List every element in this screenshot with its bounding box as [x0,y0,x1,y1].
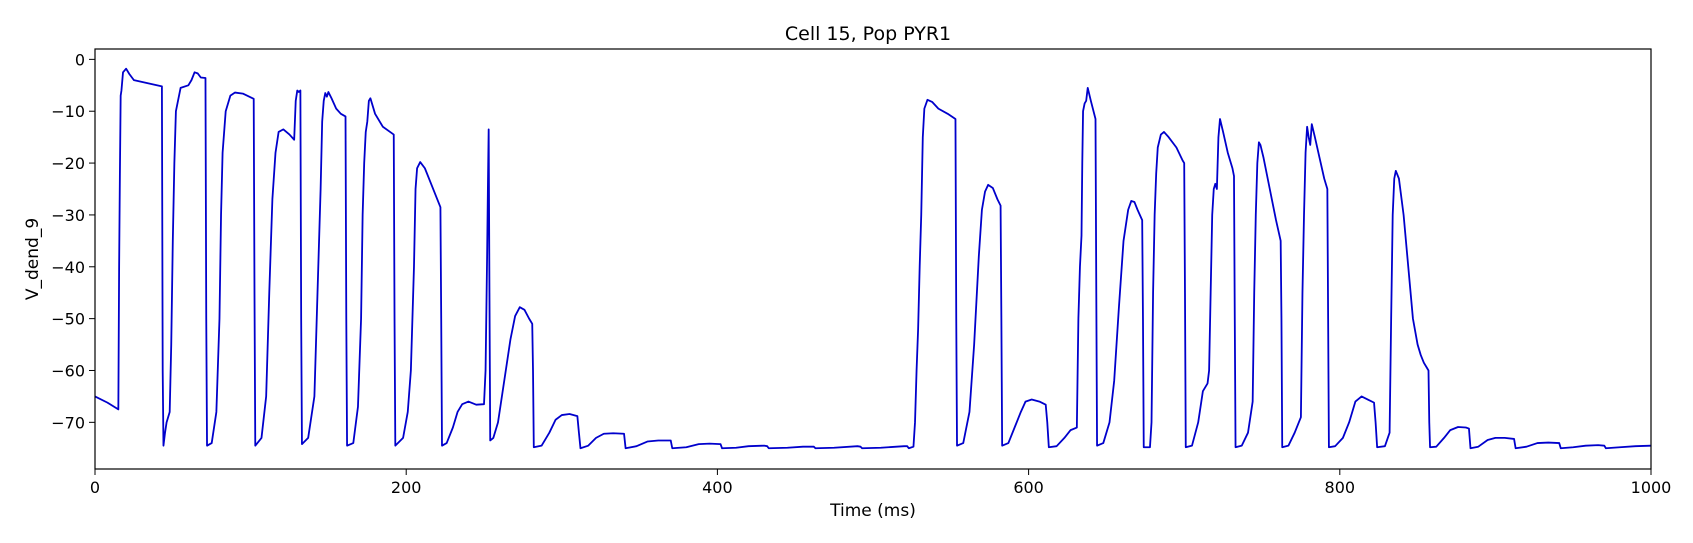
x-tick-label: 400 [702,478,733,497]
chart-title: Cell 15, Pop PYR1 [785,23,951,45]
x-axis-ticks: 0 200 400 600 800 1000 [90,469,1671,497]
y-tick-label: −50 [51,310,85,329]
x-tick-label: 0 [90,478,100,497]
x-tick-label: 600 [1013,478,1044,497]
x-tick-label: 1000 [1631,478,1672,497]
y-tick-label: −30 [51,206,85,225]
y-tick-label: −60 [51,361,85,380]
plot-frame [94,48,1652,470]
y-tick-label: −40 [51,258,85,277]
y-axis-label: V_dend_9 [23,218,43,300]
y-tick-label: −10 [51,102,85,121]
series-layer [94,67,1652,450]
y-axis-ticks: 0 −10 −20 −30 −40 −50 −60 −70 [51,50,95,432]
voltage-trace-line [94,67,1652,450]
y-tick-label: −70 [51,413,85,432]
x-tick-label: 800 [1325,478,1356,497]
x-tick-label: 200 [391,478,422,497]
y-tick-label: −20 [51,154,85,173]
y-tick-label: 0 [75,50,85,69]
x-axis-label: Time (ms) [829,501,916,521]
